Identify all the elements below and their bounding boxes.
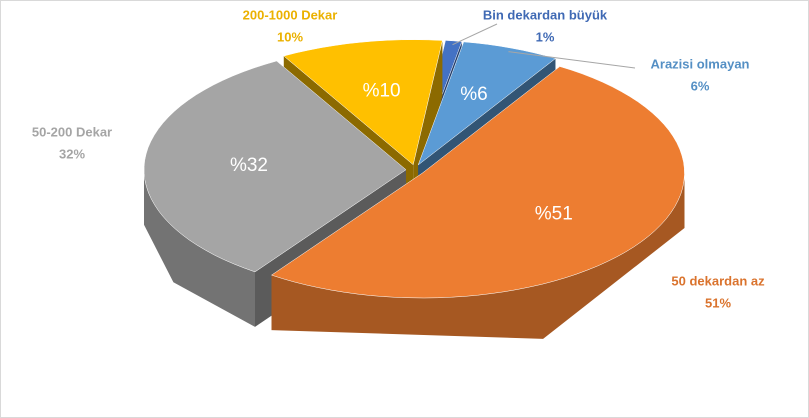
slice <box>270 66 685 299</box>
inner-label: %51 <box>535 203 573 224</box>
inner-label: %32 <box>230 155 268 176</box>
value-label: 32% <box>59 146 85 161</box>
value-label: 6% <box>691 78 710 93</box>
category-label: 200-1000 Dekar <box>243 7 338 22</box>
slice-side <box>144 169 255 327</box>
inner-label: %10 <box>363 80 401 101</box>
category-label: Arazisi olmayan <box>651 56 750 71</box>
value-label: 10% <box>277 29 303 44</box>
inner-label: %6 <box>460 84 487 105</box>
leader-line <box>452 23 498 46</box>
slice-side <box>271 173 685 339</box>
value-label: 51% <box>705 295 731 310</box>
category-label: 50 dekardan az <box>671 273 765 288</box>
value-label: 1% <box>536 29 555 44</box>
slice <box>283 39 443 166</box>
leader-line <box>508 51 636 69</box>
category-label: 50-200 Dekar <box>32 124 112 139</box>
category-label: Bin dekardan büyük <box>483 7 608 22</box>
slice <box>143 60 407 273</box>
